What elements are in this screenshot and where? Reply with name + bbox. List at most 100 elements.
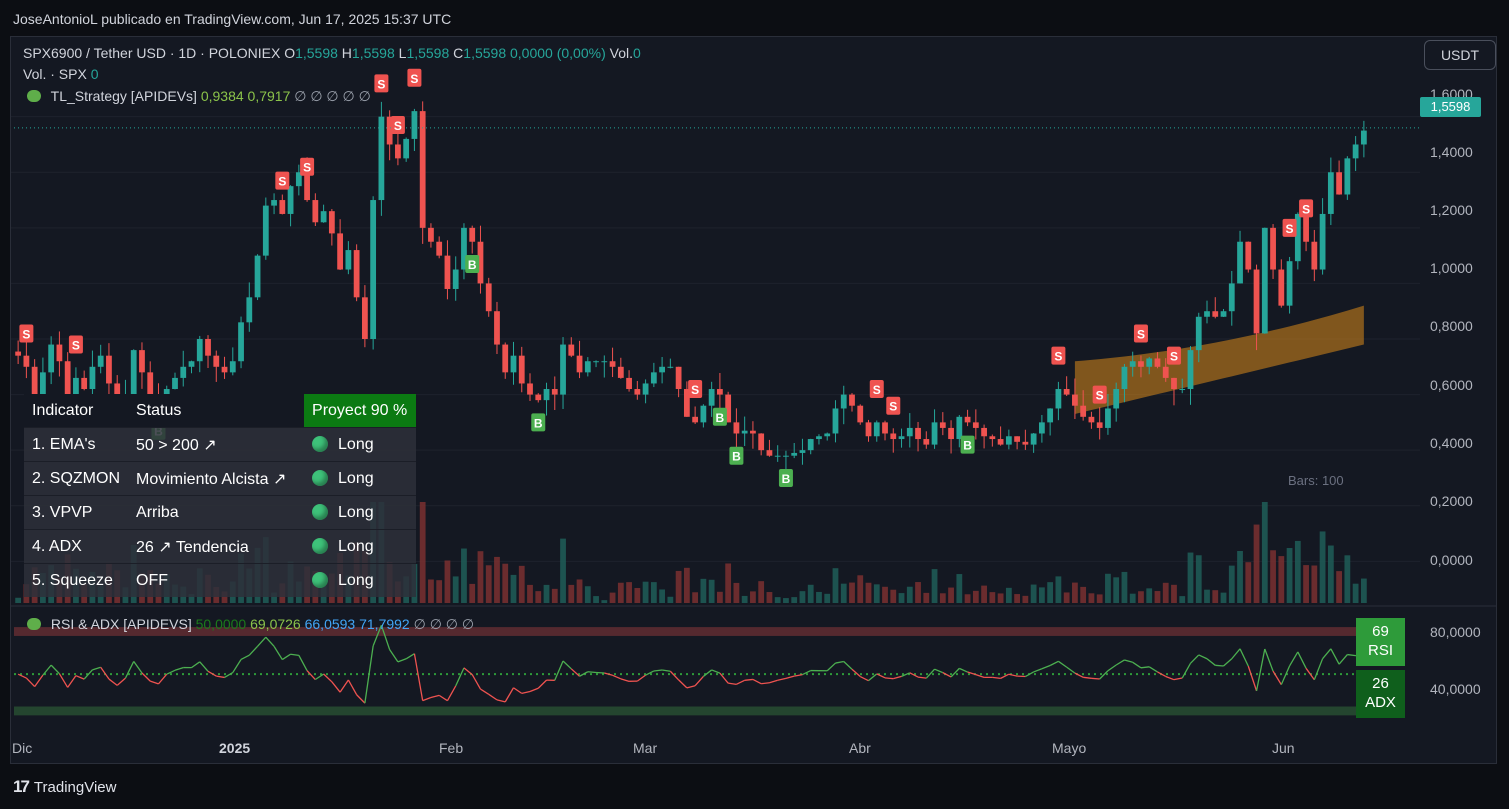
signal-letter: B xyxy=(716,411,725,425)
candle-body xyxy=(469,227,476,242)
bars-count-label: Bars: 100 xyxy=(1288,473,1344,488)
signal-box xyxy=(68,335,83,354)
volume-bar xyxy=(766,592,773,603)
volume-bar xyxy=(758,581,765,603)
rsi-line-segment xyxy=(471,674,482,690)
rsi-line-segment xyxy=(537,679,547,689)
candle-body xyxy=(48,344,55,373)
rsi-line-segment xyxy=(1148,666,1158,673)
rsi-line-segment xyxy=(950,667,960,678)
signal-text: Long xyxy=(338,469,374,487)
candle-body xyxy=(824,433,831,437)
candle-body xyxy=(1063,389,1070,395)
rsi-line-segment xyxy=(17,673,27,679)
sell-signal-marker: S xyxy=(1282,218,1297,237)
volume-bar xyxy=(915,582,921,603)
candle-body xyxy=(1270,227,1276,270)
candle-body xyxy=(1319,213,1326,270)
candle-body xyxy=(378,116,385,201)
signal-letter: S xyxy=(72,339,80,353)
candle-body xyxy=(741,430,748,434)
green-dot-icon xyxy=(312,571,329,588)
rsi-line-segment xyxy=(83,669,93,680)
volume-bar xyxy=(1121,571,1128,603)
volume-bar xyxy=(1253,524,1260,603)
rsi-line-segment xyxy=(67,675,77,688)
volume-bar xyxy=(923,592,930,603)
adx-badge-value: 26 xyxy=(1372,675,1389,692)
rsi-line-segment xyxy=(604,672,613,676)
candle-body xyxy=(997,439,1004,445)
candle-body xyxy=(667,366,674,368)
strategy-value-2: 0,7917 xyxy=(247,88,291,104)
volume-bar xyxy=(1204,589,1210,603)
volume-indicator-value: 0 xyxy=(90,66,99,82)
signal-text: Long xyxy=(338,571,374,589)
rsi-line-segment xyxy=(769,679,778,684)
last-price-tag: 1,5598 xyxy=(1420,97,1481,117)
signal-letter: S xyxy=(1286,222,1294,236)
volume-bar xyxy=(543,584,550,603)
candle-body xyxy=(320,211,327,223)
rsi-line-segment xyxy=(389,649,399,663)
volume-bar xyxy=(1138,591,1144,603)
volume-bar xyxy=(1047,582,1054,603)
volume-bar xyxy=(1212,590,1219,603)
volume-bar xyxy=(898,593,905,603)
green-dot-icon xyxy=(312,435,329,452)
rsi-line-segment xyxy=(504,687,515,703)
rsi-line-segment xyxy=(257,636,267,647)
volume-bar xyxy=(931,569,938,603)
candle-body xyxy=(221,366,228,373)
signal-box xyxy=(275,171,290,190)
rsi-line-segment xyxy=(1198,654,1208,660)
y-tick-label: 0,6000 xyxy=(1430,377,1473,393)
candle-body xyxy=(337,233,344,270)
rsi-line-segment xyxy=(1091,677,1100,680)
volume-bar xyxy=(1261,502,1268,603)
rsi-line-segment xyxy=(909,672,919,678)
rsi-line-segment xyxy=(711,669,721,674)
candle-body xyxy=(931,422,938,445)
rsi-line-segment xyxy=(34,674,44,687)
candle-body xyxy=(196,339,203,362)
y-tick-label: 0,0000 xyxy=(1430,552,1473,568)
rsi-line-segment xyxy=(265,636,275,647)
candle-body xyxy=(576,355,583,373)
rsi-indicator-line[interactable]: RSI & ADX [APIDEVS] 50,0000 69,0726 66,0… xyxy=(27,616,474,633)
candle-body xyxy=(1237,241,1243,284)
candle-body xyxy=(502,344,509,373)
candle-body xyxy=(849,394,855,406)
signal-box xyxy=(960,435,975,454)
ema-cloud xyxy=(1074,305,1364,415)
strategy-indicator-line[interactable]: TL_Strategy [APIDEVs] 0,9384 0,7917 ∅ ∅ … xyxy=(27,88,371,105)
rsi-line-segment xyxy=(141,672,151,682)
rsi-value-badge: 69 RSI xyxy=(1356,618,1405,666)
published-header: JoseAntonioL publicado en TradingView.co… xyxy=(0,0,1509,36)
candlesticks xyxy=(14,101,1420,472)
currency-button[interactable]: USDT xyxy=(1424,40,1496,70)
candle-body xyxy=(543,389,550,401)
rsi-line-segment xyxy=(1025,671,1034,678)
rsi-line-segment xyxy=(662,669,671,672)
candle-body xyxy=(23,355,30,367)
tradingview-footer[interactable]: 17 TradingView xyxy=(13,777,116,797)
candle-body xyxy=(370,200,377,339)
volume-bar xyxy=(1038,587,1045,603)
candle-body xyxy=(510,355,517,373)
candle-body xyxy=(1286,261,1293,306)
candle-body xyxy=(89,366,96,390)
symbol-name[interactable]: SPX6900 / Tether USD · 1D · POLONIEX xyxy=(23,45,281,61)
volume-bar xyxy=(15,597,22,603)
candle-body xyxy=(1121,366,1128,390)
rsi-value-4: 71,7992 xyxy=(359,616,410,632)
volume-indicator-line[interactable]: Vol. · SPX 0 xyxy=(23,66,99,82)
indicator-status: OFF xyxy=(128,563,305,597)
rsi-line-segment xyxy=(157,673,168,685)
rsi-line-segment xyxy=(802,670,811,676)
candle-body xyxy=(634,389,641,395)
candle-body xyxy=(774,455,781,457)
y-tick-label: 0,8000 xyxy=(1430,318,1473,334)
rsi-line-segment xyxy=(166,669,176,675)
published-text: JoseAntonioL publicado en TradingView.co… xyxy=(13,11,452,27)
